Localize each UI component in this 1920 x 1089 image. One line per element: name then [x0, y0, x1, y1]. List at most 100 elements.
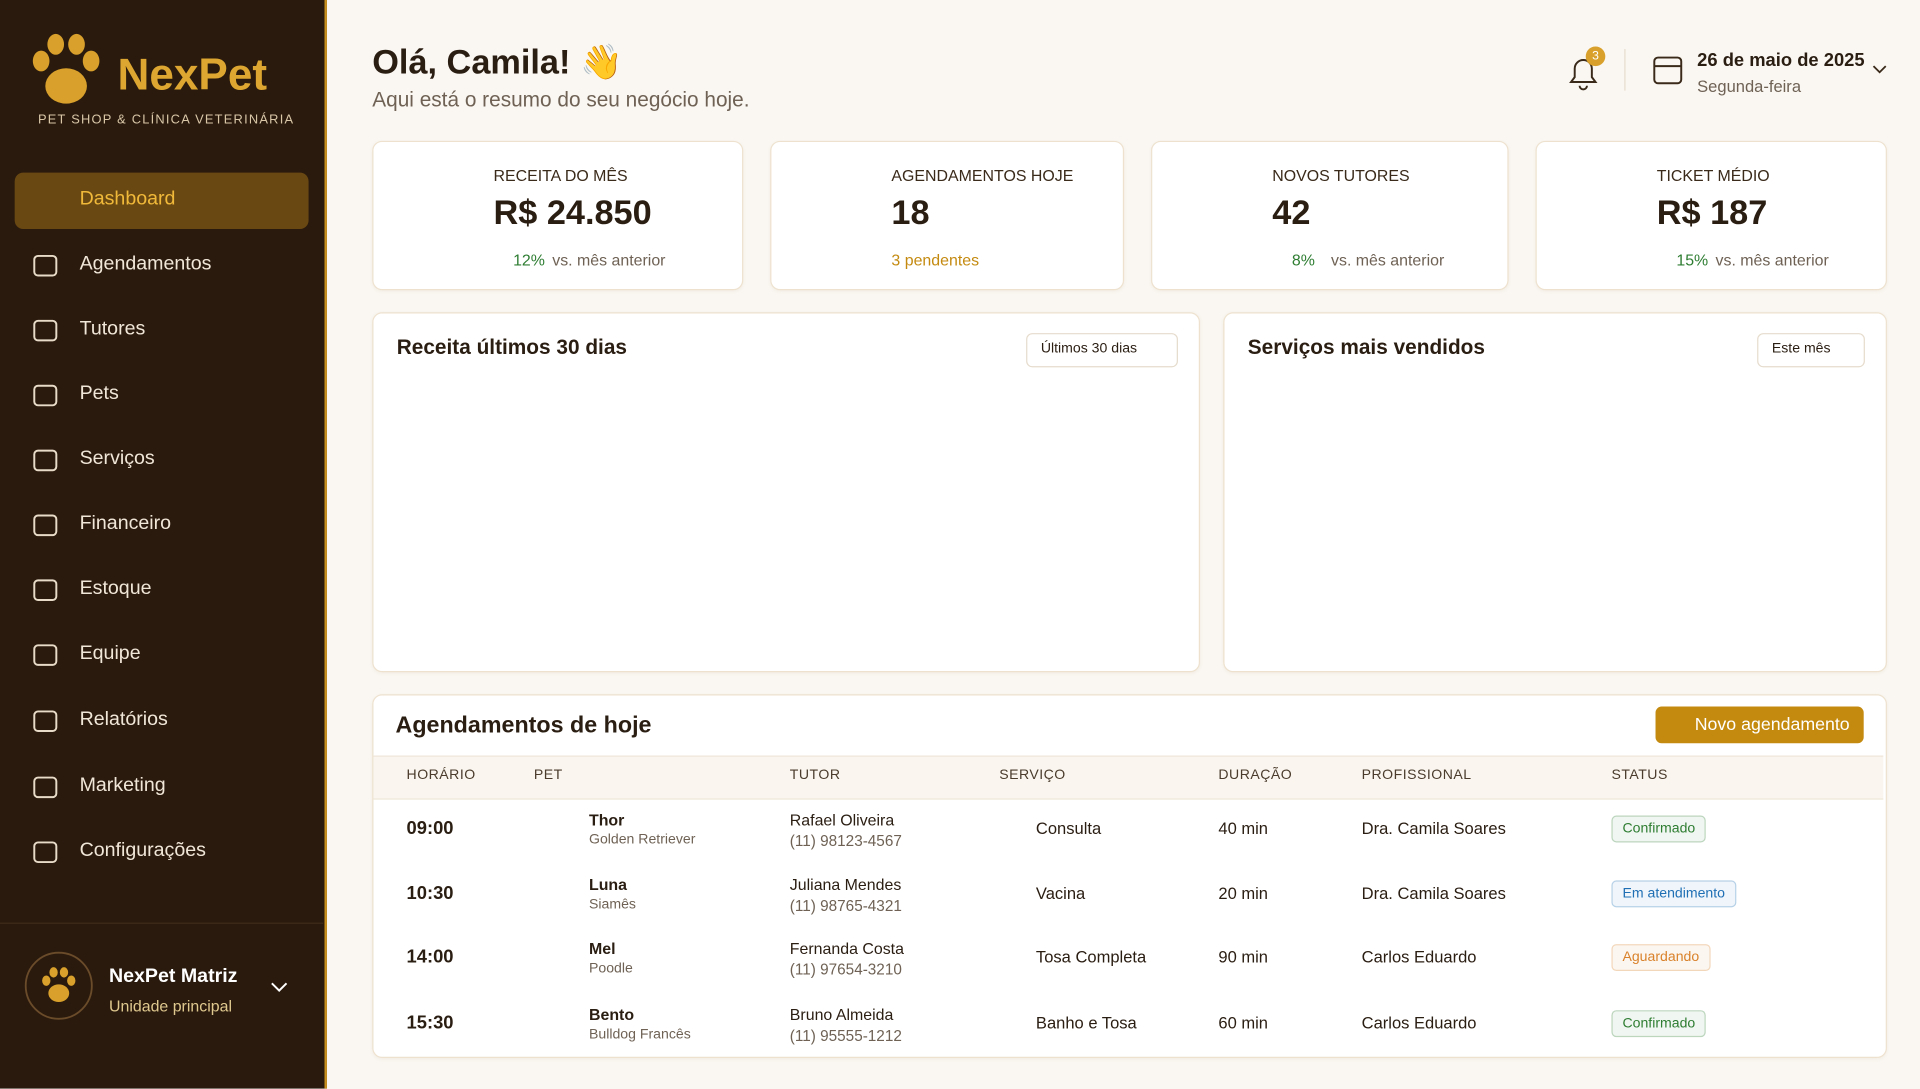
filter-label[interactable]: Últimos 30 dias: [1040, 341, 1138, 357]
kpi-change: 12%: [513, 251, 545, 270]
kpi-value: R$ 187: [1656, 193, 1768, 232]
status-badge: Confirmado: [1611, 1010, 1707, 1038]
weekday: Segunda-feira: [1697, 77, 1802, 96]
service: Vacina: [1035, 884, 1086, 903]
duration: 40 min: [1218, 819, 1269, 838]
phone: (11) 98765-4321: [789, 897, 902, 915]
menu-item[interactable]: Configurações: [79, 840, 206, 861]
pet-name: Luna: [588, 875, 628, 894]
column-header: PET: [533, 767, 563, 783]
table-title: Agendamentos de hoje: [395, 712, 652, 739]
menu-item[interactable]: Financeiro: [79, 513, 172, 534]
filter-label[interactable]: Este mês: [1771, 341, 1831, 357]
menu-item[interactable]: Dashboard: [79, 188, 176, 210]
phone: (11) 95555-1212: [789, 1027, 902, 1045]
menu-icon: [33, 579, 58, 601]
kpi-card: [770, 140, 1125, 291]
paw-toe: [49, 967, 58, 978]
kpi-change: 8%: [1291, 251, 1315, 270]
chart-card: [1223, 312, 1887, 673]
table-card: [372, 694, 1887, 1058]
menu-icon: [33, 319, 58, 342]
unit-name: NexPet Matriz: [108, 966, 238, 987]
pet-name: Bento: [588, 1005, 635, 1024]
phone: (11) 98123-4567: [789, 832, 902, 850]
menu-item[interactable]: Agendamentos: [79, 253, 212, 275]
greeting: Olá, Camila! 👋: [372, 42, 623, 81]
menu-icon: [33, 449, 58, 472]
service: Consulta: [1035, 819, 1102, 838]
kpi-note: vs. mês anterior: [1331, 251, 1445, 270]
menu-item[interactable]: Tutores: [79, 318, 146, 340]
column-header: DURAÇÃO: [1218, 767, 1293, 783]
chevron: [1872, 65, 1887, 74]
status-badge: Aguardando: [1611, 944, 1711, 972]
professional: Dra. Camila Soares: [1361, 884, 1506, 903]
professional: Carlos Eduardo: [1361, 1013, 1477, 1033]
menu-icon: [33, 644, 58, 666]
paw-toe: [32, 50, 50, 72]
menu-item[interactable]: Serviços: [79, 448, 155, 469]
kpi-value: 42: [1272, 193, 1311, 232]
time: 10:30: [406, 882, 454, 904]
kpi-label: TICKET MÉDIO: [1656, 166, 1770, 185]
pet-breed: Golden Retriever: [588, 832, 696, 848]
duration: 90 min: [1218, 947, 1269, 967]
tagline: PET SHOP & CLÍNICA VETERINÁRIA: [37, 112, 295, 128]
paw-toe: [47, 33, 65, 55]
status-badge: Em atendimento: [1611, 880, 1737, 908]
new-button-label[interactable]: Novo agendamento: [1694, 715, 1850, 735]
chart-title: Serviços mais vendidos: [1247, 335, 1485, 359]
menu-item[interactable]: Marketing: [79, 775, 166, 796]
menu-item[interactable]: Relatórios: [79, 708, 168, 730]
bell-icon: [1569, 59, 1598, 91]
filter-dropdown[interactable]: [1757, 333, 1865, 368]
kpi-label: RECEITA DO MÊS: [493, 166, 628, 185]
paw-toe: [68, 33, 85, 55]
tutor: Fernanda Costa: [789, 939, 904, 958]
pet-name: Mel: [588, 939, 616, 958]
paw-toe: [42, 975, 51, 986]
menu-item[interactable]: Estoque: [79, 577, 152, 599]
professional: Carlos Eduardo: [1361, 947, 1477, 967]
paw-toe: [82, 50, 100, 72]
column-header: TUTOR: [789, 767, 841, 783]
date: 26 de maio de 2025: [1697, 50, 1865, 72]
pet-breed: Bulldog Francês: [588, 1027, 691, 1043]
menu-item[interactable]: Equipe: [79, 642, 141, 664]
service: Banho e Tosa: [1035, 1013, 1137, 1033]
menu-icon: [33, 384, 58, 407]
notification-count: 3: [1592, 49, 1599, 63]
duration: 60 min: [1218, 1013, 1269, 1033]
paw-pad: [48, 984, 70, 1003]
menu-item[interactable]: Pets: [79, 383, 119, 405]
unit-subtitle: Unidade principal: [108, 996, 232, 1016]
chevron: [271, 982, 288, 993]
kpi-note: vs. mês anterior: [552, 251, 666, 270]
time: 09:00: [406, 817, 454, 839]
paw-toe: [67, 975, 76, 986]
kpi-card: [1535, 140, 1887, 291]
kpi-card: [372, 140, 744, 291]
status-badge: Confirmado: [1611, 815, 1707, 843]
column-header: HORÁRIO: [406, 767, 476, 783]
menu-icon: [33, 710, 58, 733]
tutor: Bruno Almeida: [789, 1005, 894, 1024]
kpi-value: 18: [891, 193, 930, 232]
paw-toe: [59, 967, 69, 978]
pet-breed: Poodle: [588, 961, 633, 976]
new-button[interactable]: [1655, 706, 1864, 744]
menu-icon: [33, 776, 58, 799]
chart-title: Receita últimos 30 dias: [396, 335, 627, 359]
column-header: PROFISSIONAL: [1361, 767, 1472, 783]
kpi-value: R$ 24.850: [493, 193, 652, 232]
kpi-label: AGENDAMENTOS HOJE: [891, 166, 1074, 185]
tutor: Juliana Mendes: [789, 875, 902, 894]
filter-dropdown[interactable]: [1026, 333, 1178, 368]
brand: NexPet: [117, 48, 268, 100]
pet-breed: Siamês: [588, 897, 636, 913]
kpi-change: 15%: [1676, 251, 1709, 270]
menu-icon: [33, 841, 58, 864]
time: 14:00: [406, 946, 454, 968]
